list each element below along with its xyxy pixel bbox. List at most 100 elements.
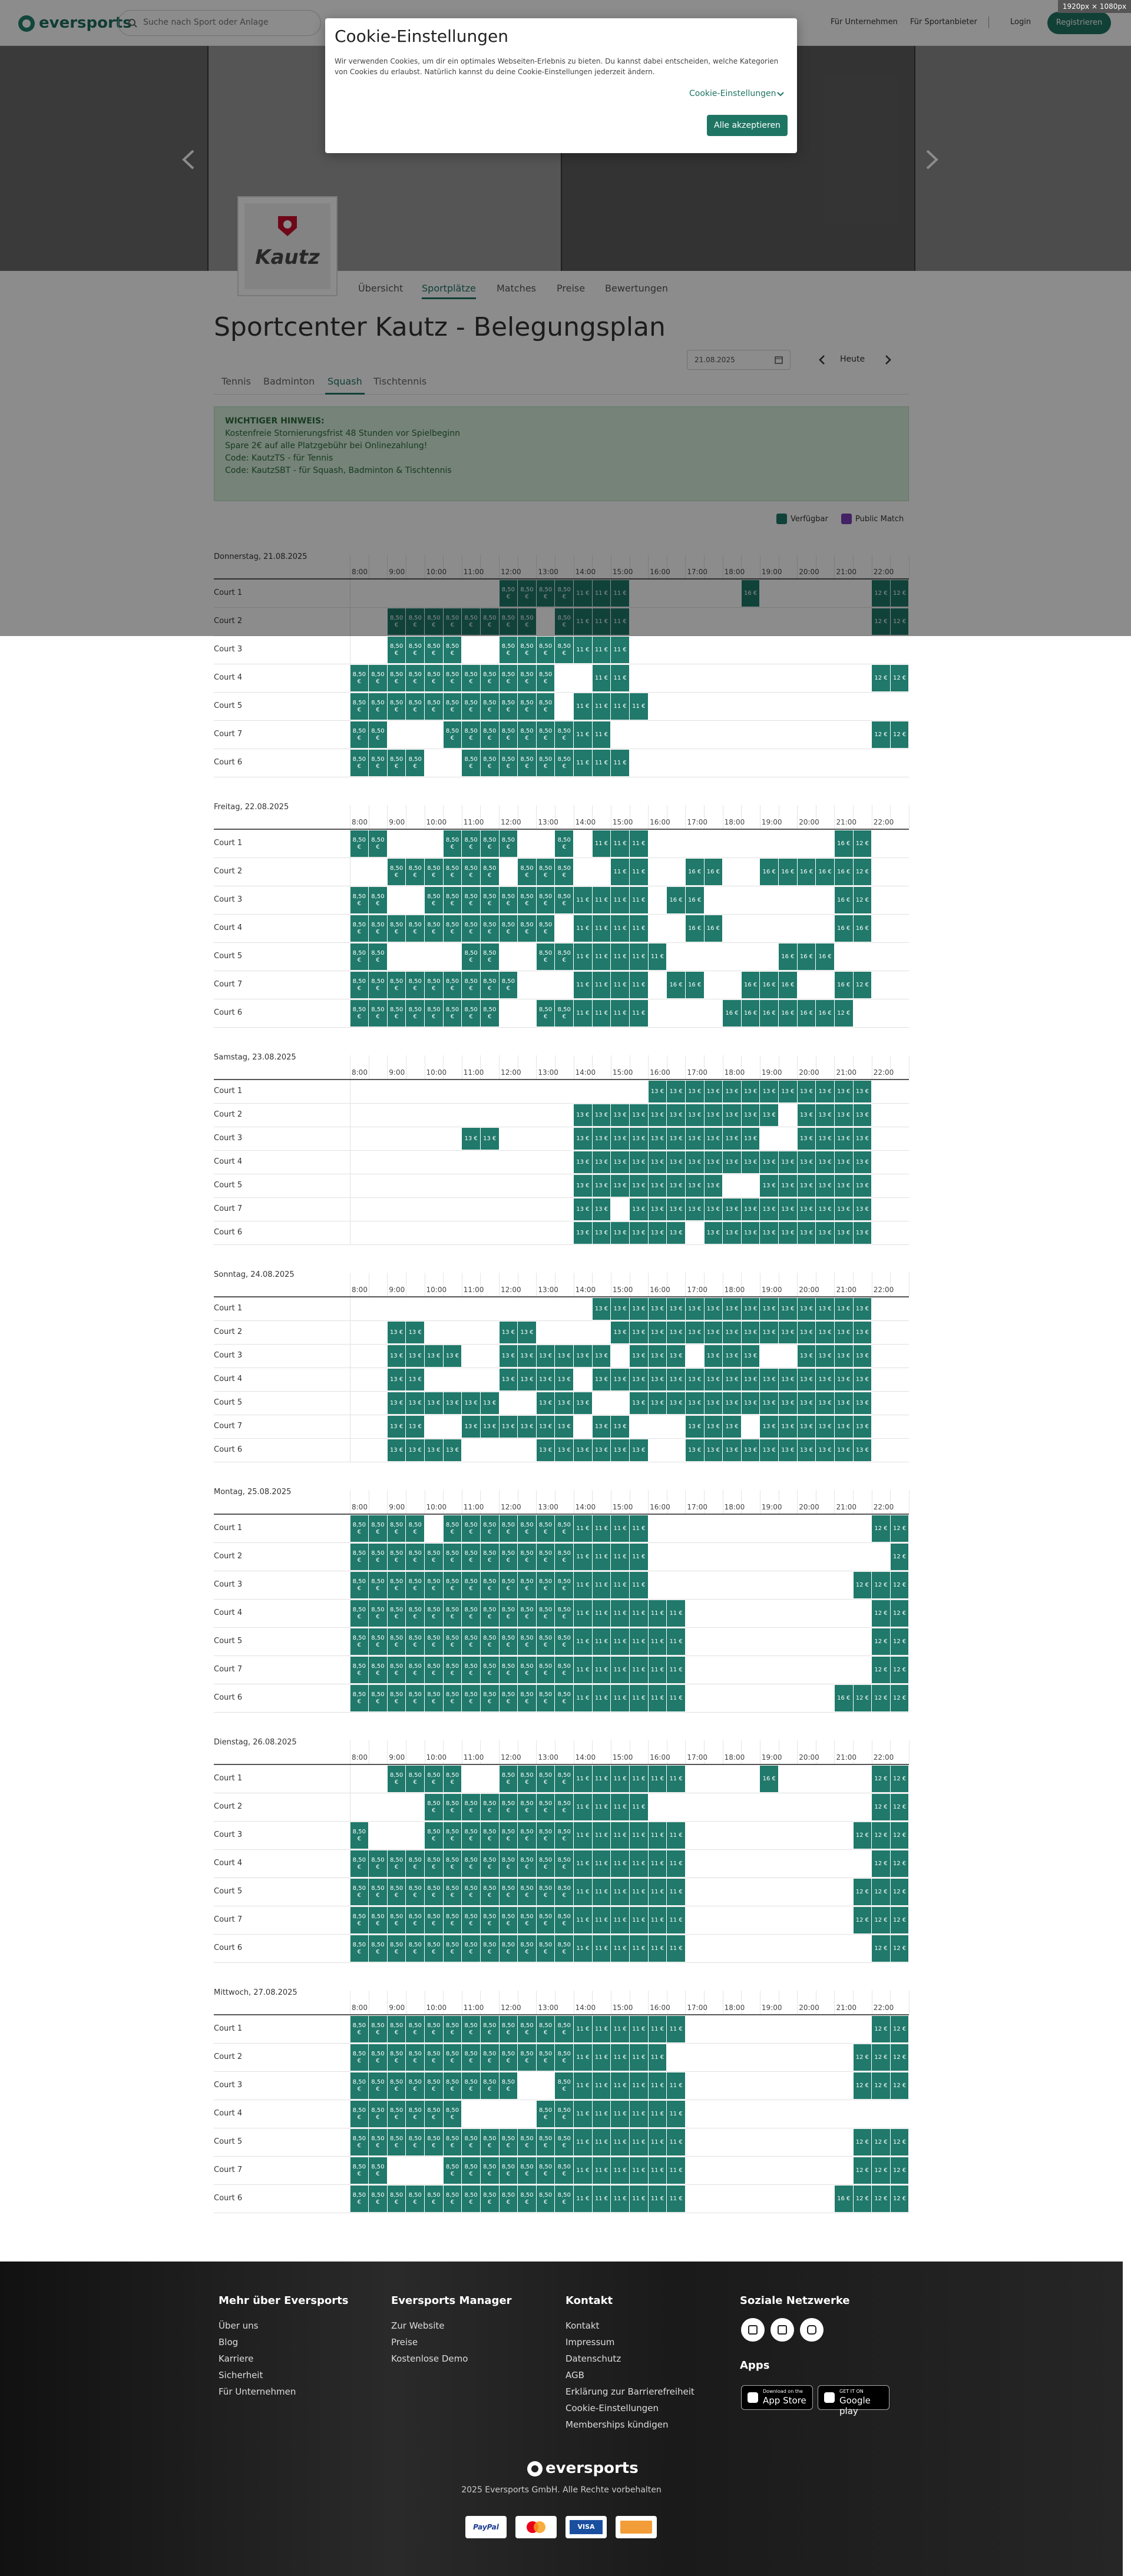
slot-available[interactable]: 8,50 € — [518, 693, 536, 720]
slot-available[interactable]: 11 € — [574, 1628, 592, 1655]
slot-available[interactable]: 11 € — [574, 1657, 592, 1683]
slot-available[interactable]: 12 € — [872, 1850, 890, 1877]
slot-available[interactable]: 13 € — [685, 1392, 704, 1414]
slot-available[interactable]: 11 € — [630, 943, 648, 970]
slot-available[interactable]: 13 € — [853, 1081, 872, 1102]
slot-available[interactable]: 8,50 € — [387, 859, 406, 885]
slot-available[interactable]: 13 € — [443, 1345, 462, 1367]
slot-available[interactable]: 13 € — [667, 1345, 685, 1367]
slot-available[interactable]: 8,50 € — [499, 1657, 518, 1683]
slot-available[interactable]: 11 € — [630, 1879, 648, 1905]
slot-available[interactable]: 11 € — [611, 943, 629, 970]
slot-available[interactable]: 13 € — [555, 1369, 574, 1390]
slot-available[interactable]: 8,50 € — [350, 1850, 369, 1877]
slot-available[interactable]: 13 € — [704, 1104, 723, 1126]
slot-available[interactable]: 8,50 € — [350, 1685, 369, 1711]
slot-available[interactable]: 11 € — [592, 2101, 611, 2127]
slot-available[interactable]: 8,50 € — [480, 1572, 499, 1598]
slot-available[interactable]: 11 € — [592, 1572, 611, 1598]
slot-available[interactable]: 13 € — [443, 1439, 462, 1461]
slot-available[interactable]: 12 € — [890, 1628, 909, 1655]
slot-available[interactable]: 13 € — [648, 1298, 667, 1320]
slot-available[interactable]: 8,50 € — [425, 1935, 443, 1962]
slot-available[interactable]: 13 € — [834, 1392, 853, 1414]
slot-available[interactable]: 8,50 € — [518, 2016, 536, 2042]
slot-available[interactable]: 8,50 € — [406, 1935, 425, 1962]
sport-tab[interactable]: Tennis — [221, 376, 251, 387]
slot-available[interactable]: 13 € — [555, 1416, 574, 1438]
footer-link[interactable]: Cookie-Einstellungen — [566, 2403, 659, 2413]
slot-available[interactable]: 12 € — [890, 2129, 909, 2156]
slot-available[interactable]: 13 € — [611, 1298, 629, 1320]
slot-available[interactable]: 11 € — [611, 693, 629, 720]
slot-available[interactable]: 13 € — [425, 1392, 443, 1414]
slot-available[interactable]: 8,50 € — [425, 637, 443, 663]
slot-available[interactable]: 8,50 € — [425, 1794, 443, 1820]
slot-available[interactable]: 11 € — [592, 665, 611, 691]
slot-available[interactable]: 16 € — [816, 1000, 834, 1027]
register-button[interactable]: Registrieren — [1047, 12, 1111, 34]
slot-available[interactable]: 8,50 € — [536, 2044, 555, 2071]
slot-available[interactable]: 11 € — [611, 2016, 629, 2042]
slot-available[interactable]: 13 € — [816, 1175, 834, 1197]
slot-available[interactable]: 8,50 € — [369, 2101, 387, 2127]
slot-available[interactable]: 8,50 € — [387, 1515, 406, 1542]
slot-available[interactable]: 13 € — [797, 1198, 816, 1220]
slot-available[interactable]: 13 € — [760, 1222, 779, 1244]
slot-available[interactable]: 8,50 € — [555, 859, 574, 885]
slot-available[interactable]: 11 € — [611, 637, 629, 663]
slot-available[interactable]: 13 € — [611, 1369, 629, 1390]
slot-available[interactable]: 13 € — [499, 1416, 518, 1438]
slot-available[interactable]: 8,50 € — [350, 1572, 369, 1598]
slot-available[interactable]: 13 € — [611, 1175, 629, 1197]
slot-available[interactable]: 8,50 € — [536, 1000, 555, 1027]
slot-available[interactable]: 8,50 € — [518, 1657, 536, 1683]
slot-available[interactable]: 12 € — [890, 1907, 909, 1933]
slot-available[interactable]: 13 € — [816, 1345, 834, 1367]
slot-available[interactable]: 8,50 € — [387, 665, 406, 691]
slot-available[interactable]: 8,50 € — [555, 1935, 574, 1962]
slot-available[interactable]: 8,50 € — [480, 1657, 499, 1683]
slot-available[interactable]: 12 € — [890, 1935, 909, 1962]
slot-available[interactable]: 8,50 € — [350, 915, 369, 942]
slot-available[interactable]: 8,50 € — [425, 2044, 443, 2071]
slot-available[interactable]: 13 € — [704, 1369, 723, 1390]
slot-available[interactable]: 8,50 € — [480, 859, 499, 885]
slot-available[interactable]: 8,50 € — [536, 750, 555, 776]
slot-available[interactable]: 16 € — [853, 915, 872, 942]
slot-available[interactable]: 16 € — [723, 1000, 741, 1027]
slot-available[interactable]: 13 € — [648, 1322, 667, 1343]
slot-available[interactable]: 13 € — [555, 1439, 574, 1461]
slot-available[interactable]: 8,50 € — [555, 1850, 574, 1877]
slot-available[interactable]: 11 € — [611, 665, 629, 691]
slot-available[interactable]: 8,50 € — [462, 2186, 480, 2212]
slot-available[interactable]: 8,50 € — [462, 693, 480, 720]
slot-available[interactable]: 11 € — [630, 2157, 648, 2184]
slot-available[interactable]: 11 € — [667, 2157, 685, 2184]
slot-available[interactable]: 13 € — [630, 1322, 648, 1343]
slot-available[interactable]: 8,50 € — [462, 915, 480, 942]
slot-available[interactable]: 8,50 € — [480, 1935, 499, 1962]
slot-available[interactable]: 8,50 € — [350, 2101, 369, 2127]
slot-available[interactable]: 12 € — [872, 2186, 890, 2212]
slot-available[interactable]: 8,50 € — [499, 1879, 518, 1905]
slot-available[interactable]: 12 € — [853, 1822, 872, 1849]
slot-available[interactable]: 8,50 € — [555, 1000, 574, 1027]
slot-available[interactable]: 13 € — [630, 1345, 648, 1367]
slot-available[interactable]: 12 € — [853, 887, 872, 913]
slot-available[interactable]: 8,50 € — [350, 1935, 369, 1962]
slot-available[interactable]: 8,50 € — [555, 750, 574, 776]
slot-available[interactable]: 8,50 € — [406, 1628, 425, 1655]
slot-available[interactable]: 13 € — [816, 1416, 834, 1438]
slot-available[interactable]: 11 € — [592, 2157, 611, 2184]
slot-available[interactable]: 16 € — [779, 1000, 797, 1027]
slot-available[interactable]: 8,50 € — [443, 2101, 462, 2127]
slot-available[interactable]: 8,50 € — [350, 887, 369, 913]
slot-available[interactable]: 13 € — [406, 1416, 425, 1438]
slot-available[interactable]: 11 € — [611, 1515, 629, 1542]
slot-available[interactable]: 11 € — [574, 1794, 592, 1820]
slot-available[interactable]: 8,50 € — [350, 943, 369, 970]
slot-available[interactable]: 8,50 € — [406, 2016, 425, 2042]
slot-available[interactable]: 11 € — [630, 887, 648, 913]
slot-available[interactable]: 12 € — [853, 1685, 872, 1711]
